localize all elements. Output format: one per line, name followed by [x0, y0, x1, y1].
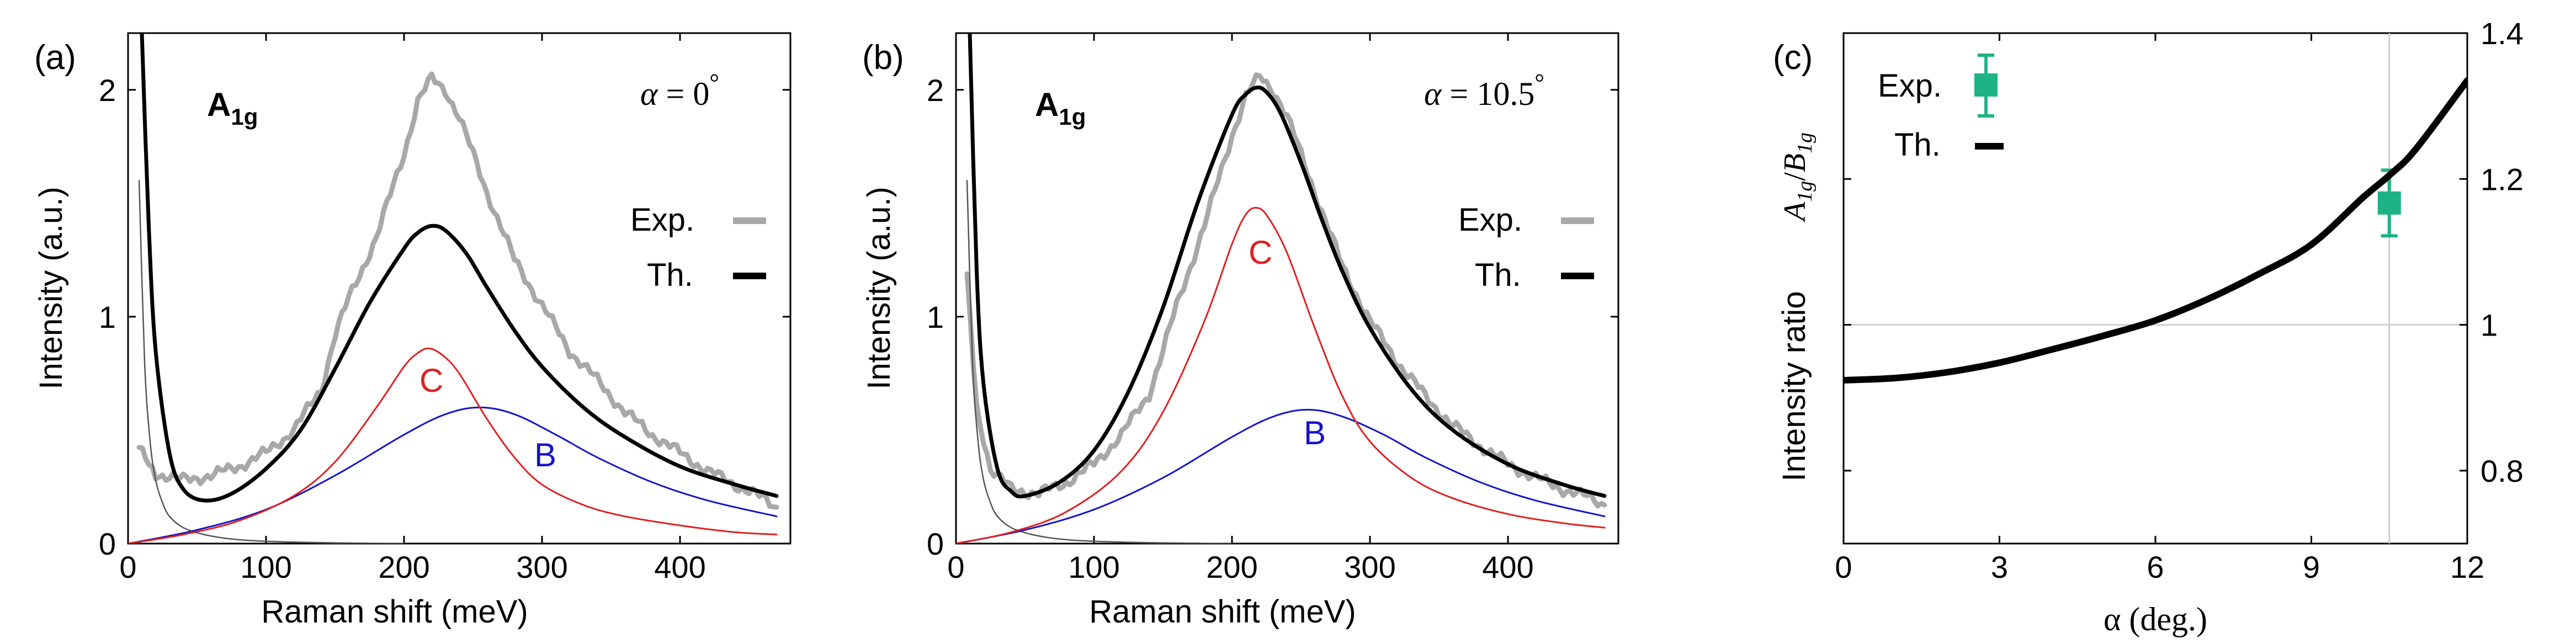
series-line-b-th	[968, 33, 1607, 499]
series-line-b-exp	[964, 72, 1607, 509]
plot-area-c: 0 3 6 9 12 0.8 1 1.2 1.4 Exp. Th.	[1835, 16, 2523, 584]
series-line-b-c	[956, 206, 1606, 544]
y-axis-label-a: Intensity (a.u.)	[33, 187, 69, 389]
panel-label-b: (b)	[862, 39, 904, 77]
y-tick-label-c-0: 0.8	[2481, 454, 2524, 488]
legend-c-exp-label: Exp.	[1878, 68, 1942, 104]
x-tick-label-c-2: 6	[2147, 550, 2164, 584]
angle-a-symbol: α	[640, 76, 658, 112]
axes-frame-a	[127, 32, 792, 545]
legend-c-exp-marker	[1974, 54, 1998, 118]
x-tick-label-b-4: 400	[1482, 550, 1533, 584]
series-c	[1844, 77, 2467, 384]
angle-label-a: α = 0°	[640, 69, 719, 112]
x-tick-label-a-0: 0	[119, 550, 136, 584]
peak-label-a-b: B	[534, 437, 556, 473]
y-axis-label-c: Intensity ratio	[1776, 291, 1812, 482]
series-a	[128, 33, 779, 544]
x-axis-label-c: α (deg.)	[2104, 601, 2207, 637]
x-tick-label-b-2: 200	[1206, 550, 1257, 584]
y-axis-label-b: Intensity (a.u.)	[861, 187, 897, 389]
axes-frame-b	[955, 32, 1619, 545]
ratio-label-c: A1g/B1g	[1778, 132, 1817, 223]
angle-b-value: = 10.5	[1442, 76, 1535, 112]
title-b-sub: 1g	[1059, 104, 1086, 130]
ratio-b: B	[1778, 153, 1812, 172]
title-a-sub: 1g	[231, 104, 258, 130]
x-tick-label-a-1: 100	[240, 550, 291, 584]
title-a: A1g	[207, 86, 258, 130]
x-tick-label-a-2: 200	[378, 550, 429, 584]
legend-b-th-label: Th.	[1475, 257, 1521, 293]
axes-frame-c	[1842, 32, 2468, 545]
legend-b: Exp. Th.	[1458, 202, 1594, 293]
ratio-a: A	[1778, 201, 1812, 223]
angle-a-degree: °	[709, 69, 719, 96]
x-tick-label-b-3: 300	[1344, 550, 1395, 584]
peak-label-b-c: C	[1249, 234, 1272, 271]
angle-b-symbol: α	[1424, 76, 1442, 112]
y-tick-label-b-0: 0	[927, 526, 944, 561]
data-point-c-exp-0	[2377, 168, 2401, 238]
ratio-a-sub: 1g	[1793, 181, 1817, 202]
x-tick-label-c-3: 9	[2303, 550, 2320, 584]
legend-c-th-label: Th.	[1894, 127, 1941, 163]
series-line-a-b	[128, 406, 778, 544]
legend-a-exp-label: Exp.	[630, 202, 694, 238]
title-b-main: A	[1035, 86, 1059, 123]
ticks-a: 0 100 200 300 400 0 1 2	[99, 33, 790, 584]
panel-b: (b) 0 100 200 300 400 0 1 2 A1g α = 10.5° Exp. …	[861, 32, 1619, 630]
series-line-a-th	[140, 33, 779, 503]
legend-b-exp-label: Exp.	[1458, 202, 1522, 238]
series-line-b-background	[966, 179, 1233, 544]
x-tick-label-b-1: 100	[1068, 550, 1119, 584]
series-line-a-background	[138, 179, 405, 544]
x-tick-label-c-1: 3	[1991, 550, 2008, 584]
ratio-b-sub: 1g	[1793, 132, 1817, 153]
y-tick-label-a-0: 0	[99, 526, 116, 561]
x-tick-label-b-0: 0	[947, 550, 964, 584]
ticks-b: 0 100 200 300 400 0 1 2	[927, 33, 1618, 584]
panel-label-a: (a)	[34, 39, 76, 77]
y-tick-label-b-2: 2	[927, 73, 944, 108]
panel-c: (c) 0 3 6 9 12 0.8 1 1.2 1.4 Exp. Th. α (deg.) I…	[1773, 16, 2524, 637]
title-b: A1g	[1035, 86, 1086, 130]
title-a-main: A	[207, 86, 231, 123]
panel-label-c: (c)	[1773, 39, 1813, 77]
y-tick-label-c-2: 1.2	[2481, 162, 2524, 196]
panel-a: (a) 0 100 200 300 400 0 1 2 A1g α = 0° Exp. Th.…	[33, 32, 792, 630]
x-axis-label-a: Raman shift (meV)	[261, 594, 528, 630]
y-tick-label-c-1: 1	[2481, 308, 2498, 343]
y-tick-label-a-2: 2	[99, 73, 116, 108]
reference-lines-c	[1844, 33, 2467, 544]
y-tick-label-a-1: 1	[99, 300, 116, 334]
series-line-a-c	[128, 347, 778, 544]
legend-a: Exp. Th.	[630, 202, 766, 293]
series-line-c-th	[1844, 77, 2467, 384]
angle-b-degree: °	[1534, 69, 1544, 96]
angle-a-value: = 0	[658, 76, 710, 112]
ratio-slash: /	[1778, 172, 1812, 181]
series-b	[956, 33, 1607, 544]
series-line-a-exp	[136, 71, 779, 510]
legend-c: Exp. Th.	[1878, 54, 2004, 163]
peak-label-a-c: C	[419, 362, 443, 399]
peak-label-b-b: B	[1304, 414, 1326, 451]
angle-label-b: α = 10.5°	[1424, 69, 1544, 112]
y-tick-label-b-1: 1	[927, 300, 944, 334]
y-tick-label-c-3: 1.4	[2481, 16, 2524, 51]
x-tick-label-a-3: 300	[516, 550, 567, 584]
legend-a-th-label: Th.	[647, 257, 693, 293]
x-axis-label-b: Raman shift (meV)	[1089, 594, 1356, 630]
ticks-c: 0 3 6 9 12 0.8 1 1.2 1.4	[1835, 16, 2523, 584]
x-tick-label-a-4: 400	[654, 550, 705, 584]
x-tick-label-c-4: 12	[2450, 550, 2484, 584]
series-line-b-b	[956, 408, 1606, 544]
plot-area-a: 0 100 200 300 400 0 1 2 A1g α = 0° Exp. Th. C B	[99, 32, 792, 584]
x-tick-label-c-0: 0	[1835, 550, 1852, 584]
